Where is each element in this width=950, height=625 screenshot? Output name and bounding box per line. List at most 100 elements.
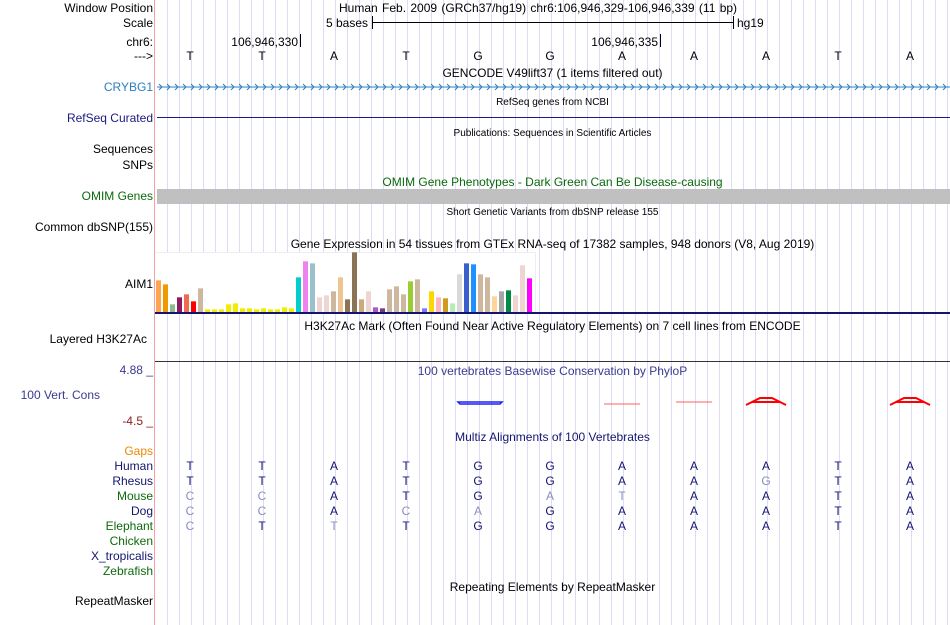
gtex-tissue-bar[interactable] <box>352 252 357 312</box>
base-letter: T <box>258 49 266 63</box>
gtex-tissue-bar[interactable] <box>191 301 196 312</box>
gtex-track-label[interactable]: AIM1 <box>124 277 153 291</box>
gtex-tissue-bar[interactable] <box>247 308 252 312</box>
gtex-tissue-bar[interactable] <box>450 303 455 312</box>
gtex-tissue-bar[interactable] <box>177 297 182 312</box>
gtex-tissue-bar[interactable] <box>527 278 532 312</box>
species-label[interactable]: Mouse <box>116 489 153 503</box>
gtex-tissue-bar[interactable] <box>366 291 371 312</box>
gtex-tissue-bar[interactable] <box>394 286 399 312</box>
base-letter: A <box>329 49 338 63</box>
gtex-tissue-bar[interactable] <box>310 263 315 312</box>
gtex-tissue-bar[interactable] <box>331 291 336 312</box>
omim-gene-feature[interactable] <box>157 189 950 204</box>
gtex-tissue-bar[interactable] <box>163 284 168 312</box>
gencode-track-label[interactable]: CRYBG1 <box>103 80 153 94</box>
window-position-value: Human Feb. 2009 (GRCh37/hg19) chr6:106,9… <box>339 1 738 15</box>
gtex-tissue-bar[interactable] <box>492 296 497 312</box>
gtex-tissue-bar[interactable] <box>359 299 364 312</box>
gtex-tissue-bar[interactable] <box>506 290 511 312</box>
scale-bar-right-tick <box>733 16 734 29</box>
gtex-tissue-bar[interactable] <box>520 265 525 312</box>
omim-track-label[interactable]: OMIM Genes <box>81 189 153 203</box>
gtex-tissue-bar[interactable] <box>198 288 203 312</box>
species-label[interactable]: Zebrafish <box>102 564 153 578</box>
gtex-tissue-bar[interactable] <box>184 294 189 312</box>
publications-snps-label[interactable]: SNPs <box>122 158 153 172</box>
gtex-tissue-bar[interactable] <box>485 277 490 312</box>
gtex-tissue-bar[interactable] <box>478 274 483 312</box>
base-letter: A <box>689 49 698 63</box>
gtex-tissue-bar[interactable] <box>268 309 273 312</box>
aligned-base: T <box>330 519 338 533</box>
gtex-tissue-bar[interactable] <box>429 291 434 312</box>
gtex-tissue-bar[interactable] <box>443 298 448 312</box>
gtex-tissue-bar[interactable] <box>212 309 217 312</box>
gtex-tissue-bar[interactable] <box>338 277 343 312</box>
gtex-tissue-bar[interactable] <box>317 297 322 312</box>
gtex-tissue-bar[interactable] <box>296 277 301 312</box>
gtex-tissue-bar[interactable] <box>373 307 378 312</box>
gtex-tissue-bar[interactable] <box>415 279 420 312</box>
h3k27ac-baseline <box>155 361 950 362</box>
gtex-tissue-bar[interactable] <box>261 308 266 312</box>
gtex-tissue-bar[interactable] <box>254 309 259 312</box>
species-label[interactable]: Rhesus <box>112 474 153 488</box>
gtex-tissue-bar[interactable] <box>471 264 476 312</box>
aligned-base: T <box>402 489 410 503</box>
multiz-gaps-label[interactable]: Gaps <box>124 444 153 458</box>
strand-label: ---> <box>134 49 153 63</box>
h3k27ac-track-title: H3K27Ac Mark (Often Found Near Active Re… <box>304 319 801 333</box>
aligned-base: C <box>257 489 267 503</box>
gtex-tissue-bar[interactable] <box>436 297 441 312</box>
base-letter: A <box>761 49 770 63</box>
aligned-base: A <box>329 504 338 518</box>
gtex-tissue-bar[interactable] <box>380 308 385 312</box>
repeatmasker-track-label[interactable]: RepeatMasker <box>74 594 153 608</box>
gtex-tissue-bar[interactable] <box>275 309 280 312</box>
phylop-track-label[interactable]: 100 Vert. Cons <box>20 388 100 402</box>
gtex-bar-chart[interactable] <box>155 250 540 314</box>
species-label[interactable]: Elephant <box>105 519 153 533</box>
gtex-tissue-bar[interactable] <box>303 261 308 312</box>
gtex-tissue-bar[interactable] <box>499 291 504 312</box>
gtex-tissue-bar[interactable] <box>219 309 224 312</box>
gtex-tissue-bar[interactable] <box>401 294 406 312</box>
crybg1-gene-feature[interactable] <box>157 82 950 92</box>
gtex-tissue-bar[interactable] <box>240 308 245 312</box>
gtex-tissue-bar[interactable] <box>324 295 329 312</box>
aligned-base: A <box>689 459 698 473</box>
aligned-base: G <box>473 489 483 503</box>
gtex-tissue-bar[interactable] <box>513 295 518 312</box>
gtex-tissue-bar[interactable] <box>233 303 238 312</box>
gtex-tissue-bar[interactable] <box>464 263 469 312</box>
h3k27ac-track-label[interactable]: Layered H3K27Ac <box>49 332 147 346</box>
species-label[interactable]: X_tropicalis <box>90 549 153 563</box>
gtex-tissue-bar[interactable] <box>289 308 294 312</box>
gtex-tissue-bar[interactable] <box>226 304 231 312</box>
gtex-tissue-bar[interactable] <box>457 274 462 312</box>
aligned-base: C <box>257 504 267 518</box>
scale-bar <box>372 22 733 23</box>
base-letter: T <box>186 49 194 63</box>
species-label[interactable]: Dog <box>130 504 153 518</box>
gtex-tissue-bar[interactable] <box>408 281 413 312</box>
gtex-tissue-bar[interactable] <box>422 308 427 312</box>
dbsnp-track-title: Short Genetic Variants from dbSNP releas… <box>446 207 659 218</box>
gtex-tissue-bar[interactable] <box>387 289 392 312</box>
aligned-base: T <box>258 459 266 473</box>
gtex-tissue-bar[interactable] <box>170 304 175 312</box>
species-label[interactable]: Chicken <box>109 534 153 548</box>
refseq-track-label[interactable]: RefSeq Curated <box>66 111 153 125</box>
gtex-tissue-bar[interactable] <box>282 307 287 312</box>
gtex-tissue-bar[interactable] <box>205 309 210 312</box>
dbsnp-track-label[interactable]: Common dbSNP(155) <box>34 220 153 234</box>
refseq-gene-feature[interactable] <box>157 117 950 118</box>
gtex-tissue-bar[interactable] <box>156 280 161 312</box>
gtex-tissue-bar[interactable] <box>345 299 350 312</box>
aligned-base: A <box>905 489 914 503</box>
publications-sequences-label[interactable]: Sequences <box>92 142 153 156</box>
aligned-base: G <box>473 519 483 533</box>
species-label[interactable]: Human <box>114 459 153 473</box>
